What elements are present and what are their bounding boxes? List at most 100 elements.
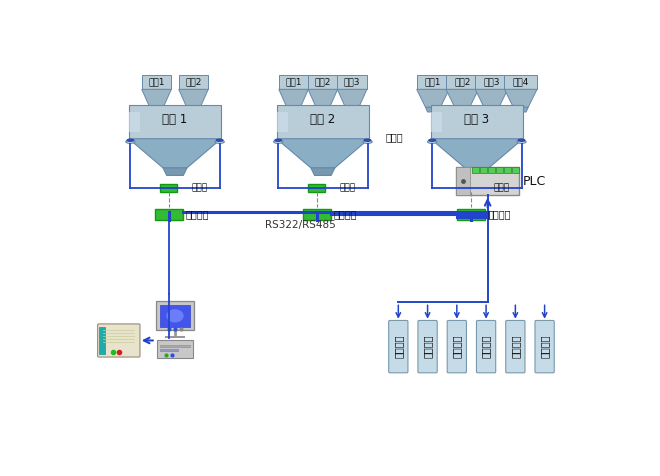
Text: 接线台: 接线台 [191, 184, 207, 192]
Text: 料仓2: 料仓2 [185, 78, 202, 86]
FancyBboxPatch shape [506, 320, 525, 373]
Text: 接线台: 接线台 [493, 184, 509, 192]
FancyBboxPatch shape [98, 324, 140, 357]
Text: 秤斗 2: 秤斗 2 [310, 113, 335, 126]
Ellipse shape [216, 139, 223, 141]
Text: 秤重终端: 秤重终端 [333, 209, 357, 219]
Text: 秤重终端: 秤重终端 [488, 209, 511, 219]
Bar [160, 305, 191, 327]
Bar [308, 184, 325, 192]
Bar [277, 106, 369, 139]
Polygon shape [277, 139, 369, 168]
Text: 声光报警: 声光报警 [540, 335, 550, 358]
Bar [462, 184, 479, 192]
Polygon shape [426, 107, 440, 112]
Ellipse shape [215, 140, 224, 143]
Ellipse shape [275, 139, 282, 141]
FancyBboxPatch shape [475, 75, 508, 89]
Bar [99, 327, 105, 354]
Text: 料仓3: 料仓3 [344, 78, 360, 86]
Text: PLC: PLC [523, 175, 546, 188]
Ellipse shape [127, 139, 134, 141]
FancyBboxPatch shape [418, 320, 437, 373]
Bar [488, 167, 495, 173]
Ellipse shape [166, 309, 183, 322]
Polygon shape [455, 107, 470, 112]
Ellipse shape [429, 139, 436, 141]
FancyBboxPatch shape [416, 75, 449, 89]
FancyBboxPatch shape [535, 320, 554, 373]
Bar [129, 112, 140, 132]
FancyBboxPatch shape [504, 75, 537, 89]
Polygon shape [187, 107, 200, 112]
Polygon shape [475, 89, 508, 107]
Bar [129, 106, 221, 139]
Bar [277, 112, 288, 132]
Text: 秤重终端: 秤重终端 [186, 209, 209, 219]
FancyBboxPatch shape [447, 320, 467, 373]
Polygon shape [316, 107, 329, 112]
FancyBboxPatch shape [337, 75, 367, 89]
Bar [156, 301, 194, 330]
Bar [157, 340, 193, 358]
Ellipse shape [363, 140, 372, 143]
FancyBboxPatch shape [308, 75, 338, 89]
Bar [160, 184, 178, 192]
Ellipse shape [518, 139, 525, 141]
Ellipse shape [428, 140, 437, 143]
Polygon shape [179, 89, 209, 107]
Text: 位置检测: 位置检测 [393, 335, 403, 358]
Bar [512, 167, 519, 173]
Ellipse shape [517, 140, 526, 143]
Polygon shape [430, 139, 523, 168]
FancyBboxPatch shape [142, 75, 172, 89]
Polygon shape [142, 89, 172, 107]
Bar [160, 345, 189, 347]
Bar [457, 209, 484, 219]
Bar [456, 167, 470, 195]
Bar [165, 336, 185, 338]
Text: 料仓3: 料仓3 [483, 78, 500, 86]
Bar [155, 209, 183, 219]
FancyBboxPatch shape [389, 320, 408, 373]
Text: 系统状态: 系统状态 [452, 335, 462, 358]
Text: 料仓2: 料仓2 [454, 78, 471, 86]
Bar [303, 209, 331, 219]
Text: 料仓1: 料仓1 [148, 78, 165, 86]
Text: 设备状态: 设备状态 [422, 335, 432, 358]
Polygon shape [311, 168, 335, 176]
Text: 开关阀门: 开关阀门 [510, 335, 520, 358]
Polygon shape [308, 89, 338, 107]
Bar [430, 106, 523, 139]
Polygon shape [416, 89, 449, 107]
Text: 料仓1: 料仓1 [285, 78, 302, 86]
Text: RS322/RS485: RS322/RS485 [265, 220, 336, 230]
Polygon shape [513, 107, 528, 112]
Polygon shape [150, 107, 163, 112]
FancyBboxPatch shape [179, 75, 209, 89]
Text: 秤斗 3: 秤斗 3 [464, 113, 490, 126]
Text: 料仓1: 料仓1 [425, 78, 442, 86]
Polygon shape [163, 168, 187, 176]
Polygon shape [337, 89, 367, 107]
Text: 传感器: 传感器 [386, 132, 404, 142]
Bar [496, 167, 503, 173]
Polygon shape [129, 139, 221, 168]
Bar [504, 167, 511, 173]
Ellipse shape [126, 140, 135, 143]
Polygon shape [484, 107, 499, 112]
Text: 设备启动: 设备启动 [481, 335, 491, 358]
Bar [430, 112, 442, 132]
Polygon shape [465, 168, 489, 176]
Bar [456, 167, 519, 195]
Polygon shape [287, 107, 300, 112]
Bar [160, 349, 178, 351]
Bar [472, 167, 479, 173]
Text: 秤斗 1: 秤斗 1 [162, 113, 187, 126]
Polygon shape [279, 89, 308, 107]
Polygon shape [345, 107, 359, 112]
FancyBboxPatch shape [477, 320, 496, 373]
Text: 料仓4: 料仓4 [513, 78, 529, 86]
Polygon shape [504, 89, 537, 107]
Text: 料仓2: 料仓2 [315, 78, 331, 86]
